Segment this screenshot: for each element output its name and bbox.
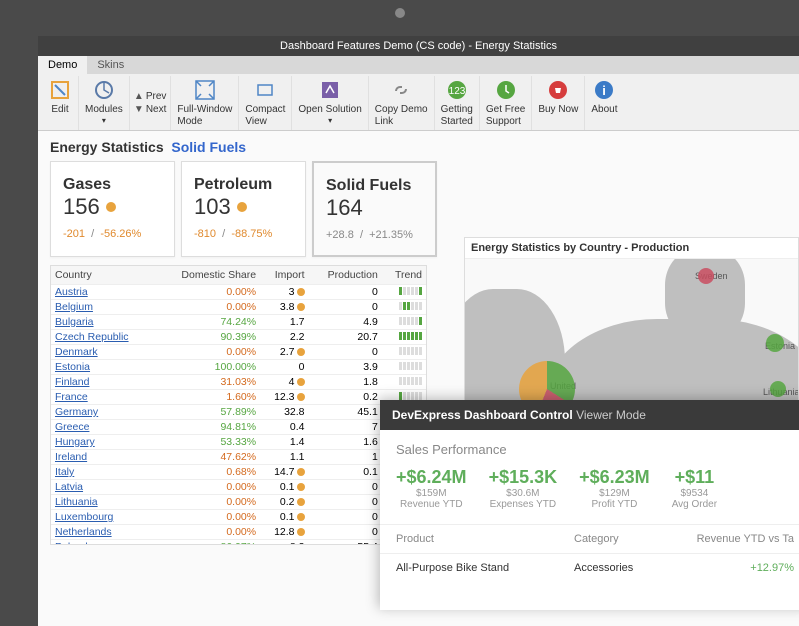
country-link[interactable]: Finland xyxy=(55,376,89,388)
svg-text:i: i xyxy=(603,83,607,98)
map-title: Energy Statistics by Country - Productio… xyxy=(465,238,798,259)
map-bubble[interactable] xyxy=(766,334,784,352)
ribbon-tabs: Demo Skins xyxy=(38,56,799,74)
breadcrumb: Energy Statistics Solid Fuels xyxy=(38,131,799,161)
metric-card-petroleum[interactable]: Petroleum 103 -810 / -88.75% xyxy=(181,161,306,257)
getfree-button[interactable]: Get Free Support xyxy=(480,76,532,130)
ribbon-toolbar: Edit Modules▾ ▲Prev ▼Next Full-Window Mo… xyxy=(38,74,799,131)
table-row[interactable]: Italy 0.68% 14.7 0.1 xyxy=(51,465,426,480)
map-bubble[interactable] xyxy=(698,268,714,284)
country-link[interactable]: Netherlands xyxy=(55,526,112,538)
fullwindow-button[interactable]: Full-Window Mode xyxy=(171,76,239,130)
table-row[interactable]: Luxembourg 0.00% 0.1 0 xyxy=(51,510,426,525)
kpi-card: +$15.3K$30.6MExpenses YTD xyxy=(489,467,558,510)
getting-started-button[interactable]: 123Getting Started xyxy=(435,76,480,130)
table-row[interactable]: Finland 31.03% 4 1.8 xyxy=(51,375,426,390)
table-row[interactable]: France 1.60% 12.3 0.2 xyxy=(51,390,426,405)
col-header[interactable]: Import xyxy=(260,266,308,285)
country-link[interactable]: Poland xyxy=(55,541,88,545)
table-row[interactable]: Estonia 100.00% 0 3.9 xyxy=(51,360,426,375)
window-title: Dashboard Features Demo (CS code) - Ener… xyxy=(280,40,557,52)
table-row[interactable]: Lithuania 0.00% 0.2 0 xyxy=(51,495,426,510)
modules-button[interactable]: Modules▾ xyxy=(79,76,130,130)
country-link[interactable]: Greece xyxy=(55,421,89,433)
tab-demo[interactable]: Demo xyxy=(38,56,87,74)
country-link[interactable]: Germany xyxy=(55,406,98,418)
prev-button[interactable]: ▲Prev xyxy=(134,90,167,103)
country-link[interactable]: Hungary xyxy=(55,436,95,448)
tab-skins[interactable]: Skins xyxy=(87,56,134,74)
edit-button[interactable]: Edit xyxy=(42,76,79,130)
camera-dot xyxy=(395,8,405,18)
country-link[interactable]: Denmark xyxy=(55,346,98,358)
crumb-main: Energy Statistics xyxy=(50,139,164,155)
map-bubble[interactable] xyxy=(770,381,786,397)
overlay-table-header: Product Category Revenue YTD vs Ta xyxy=(380,525,799,554)
buynow-button[interactable]: Buy Now xyxy=(532,76,585,130)
table-row[interactable]: Austria 0.00% 3 0 xyxy=(51,285,426,300)
country-link[interactable]: Belgium xyxy=(55,301,93,313)
viewer-overlay: DevExpress Dashboard Control Viewer Mode… xyxy=(380,400,799,610)
country-link[interactable]: Italy xyxy=(55,466,74,478)
country-link[interactable]: Luxembourg xyxy=(55,511,113,523)
table-row[interactable]: Czech Republic 90.39% 2.2 20.7 xyxy=(51,330,426,345)
country-link[interactable]: France xyxy=(55,391,88,403)
col-header[interactable]: Production xyxy=(309,266,382,285)
kpi-card: +$6.24M$159MRevenue YTD xyxy=(396,467,467,510)
overlay-header: DevExpress Dashboard Control Viewer Mode xyxy=(380,400,799,430)
copylink-button[interactable]: Copy Demo Link xyxy=(369,76,435,130)
table-row[interactable]: Ireland 47.62% 1.1 1 xyxy=(51,450,426,465)
metric-card-solid-fuels[interactable]: Solid Fuels 164 +28.8 / +21.35% xyxy=(312,161,437,257)
overlay-table-row[interactable]: All-Purpose Bike Stand Accessories +12.9… xyxy=(380,554,799,582)
svg-text:123: 123 xyxy=(448,86,465,97)
kpi-card: +$11$9534Avg Order xyxy=(672,467,717,510)
col-header[interactable]: Country xyxy=(51,266,156,285)
country-link[interactable]: Latvia xyxy=(55,481,83,493)
metric-card-gases[interactable]: Gases 156 -201 / -56.26% xyxy=(50,161,175,257)
country-link[interactable]: Ireland xyxy=(55,451,87,463)
compact-button[interactable]: Compact View xyxy=(239,76,292,130)
col-header[interactable]: Domestic Share xyxy=(156,266,260,285)
nav-prev-next: ▲Prev ▼Next xyxy=(130,76,172,130)
about-button[interactable]: iAbout xyxy=(585,76,623,130)
crumb-sub[interactable]: Solid Fuels xyxy=(171,139,246,155)
country-link[interactable]: Bulgaria xyxy=(55,316,94,328)
table-row[interactable]: Hungary 53.33% 1.4 1.6 xyxy=(51,435,426,450)
kpi-card: +$6.23M$129MProfit YTD xyxy=(579,467,650,510)
table-row[interactable]: Greece 94.81% 0.4 7 xyxy=(51,420,426,435)
country-link[interactable]: Czech Republic xyxy=(55,331,129,343)
country-link[interactable]: Estonia xyxy=(55,361,90,373)
table-row[interactable]: Belgium 0.00% 3.8 0 xyxy=(51,300,426,315)
overlay-subtitle: Sales Performance xyxy=(380,430,799,463)
opensolution-button[interactable]: Open Solution▾ xyxy=(292,76,368,130)
country-link[interactable]: Lithuania xyxy=(55,496,98,508)
country-table: CountryDomestic ShareImportProductionTre… xyxy=(50,265,427,545)
table-row[interactable]: Latvia 0.00% 0.1 0 xyxy=(51,480,426,495)
table-row[interactable]: Poland 86.97% 8.3 55.4 xyxy=(51,540,426,546)
table-row[interactable]: Bulgaria 74.24% 1.7 4.9 xyxy=(51,315,426,330)
country-link[interactable]: Austria xyxy=(55,286,88,298)
table-row[interactable]: Netherlands 0.00% 12.8 0 xyxy=(51,525,426,540)
table-row[interactable]: Denmark 0.00% 2.7 0 xyxy=(51,345,426,360)
table-row[interactable]: Germany 57.89% 32.8 45.1 xyxy=(51,405,426,420)
kpi-row: +$6.24M$159MRevenue YTD +$15.3K$30.6MExpe… xyxy=(380,463,799,525)
next-button[interactable]: ▼Next xyxy=(134,103,167,116)
title-bar: Dashboard Features Demo (CS code) - Ener… xyxy=(38,36,799,56)
col-header[interactable]: Trend xyxy=(382,266,426,285)
